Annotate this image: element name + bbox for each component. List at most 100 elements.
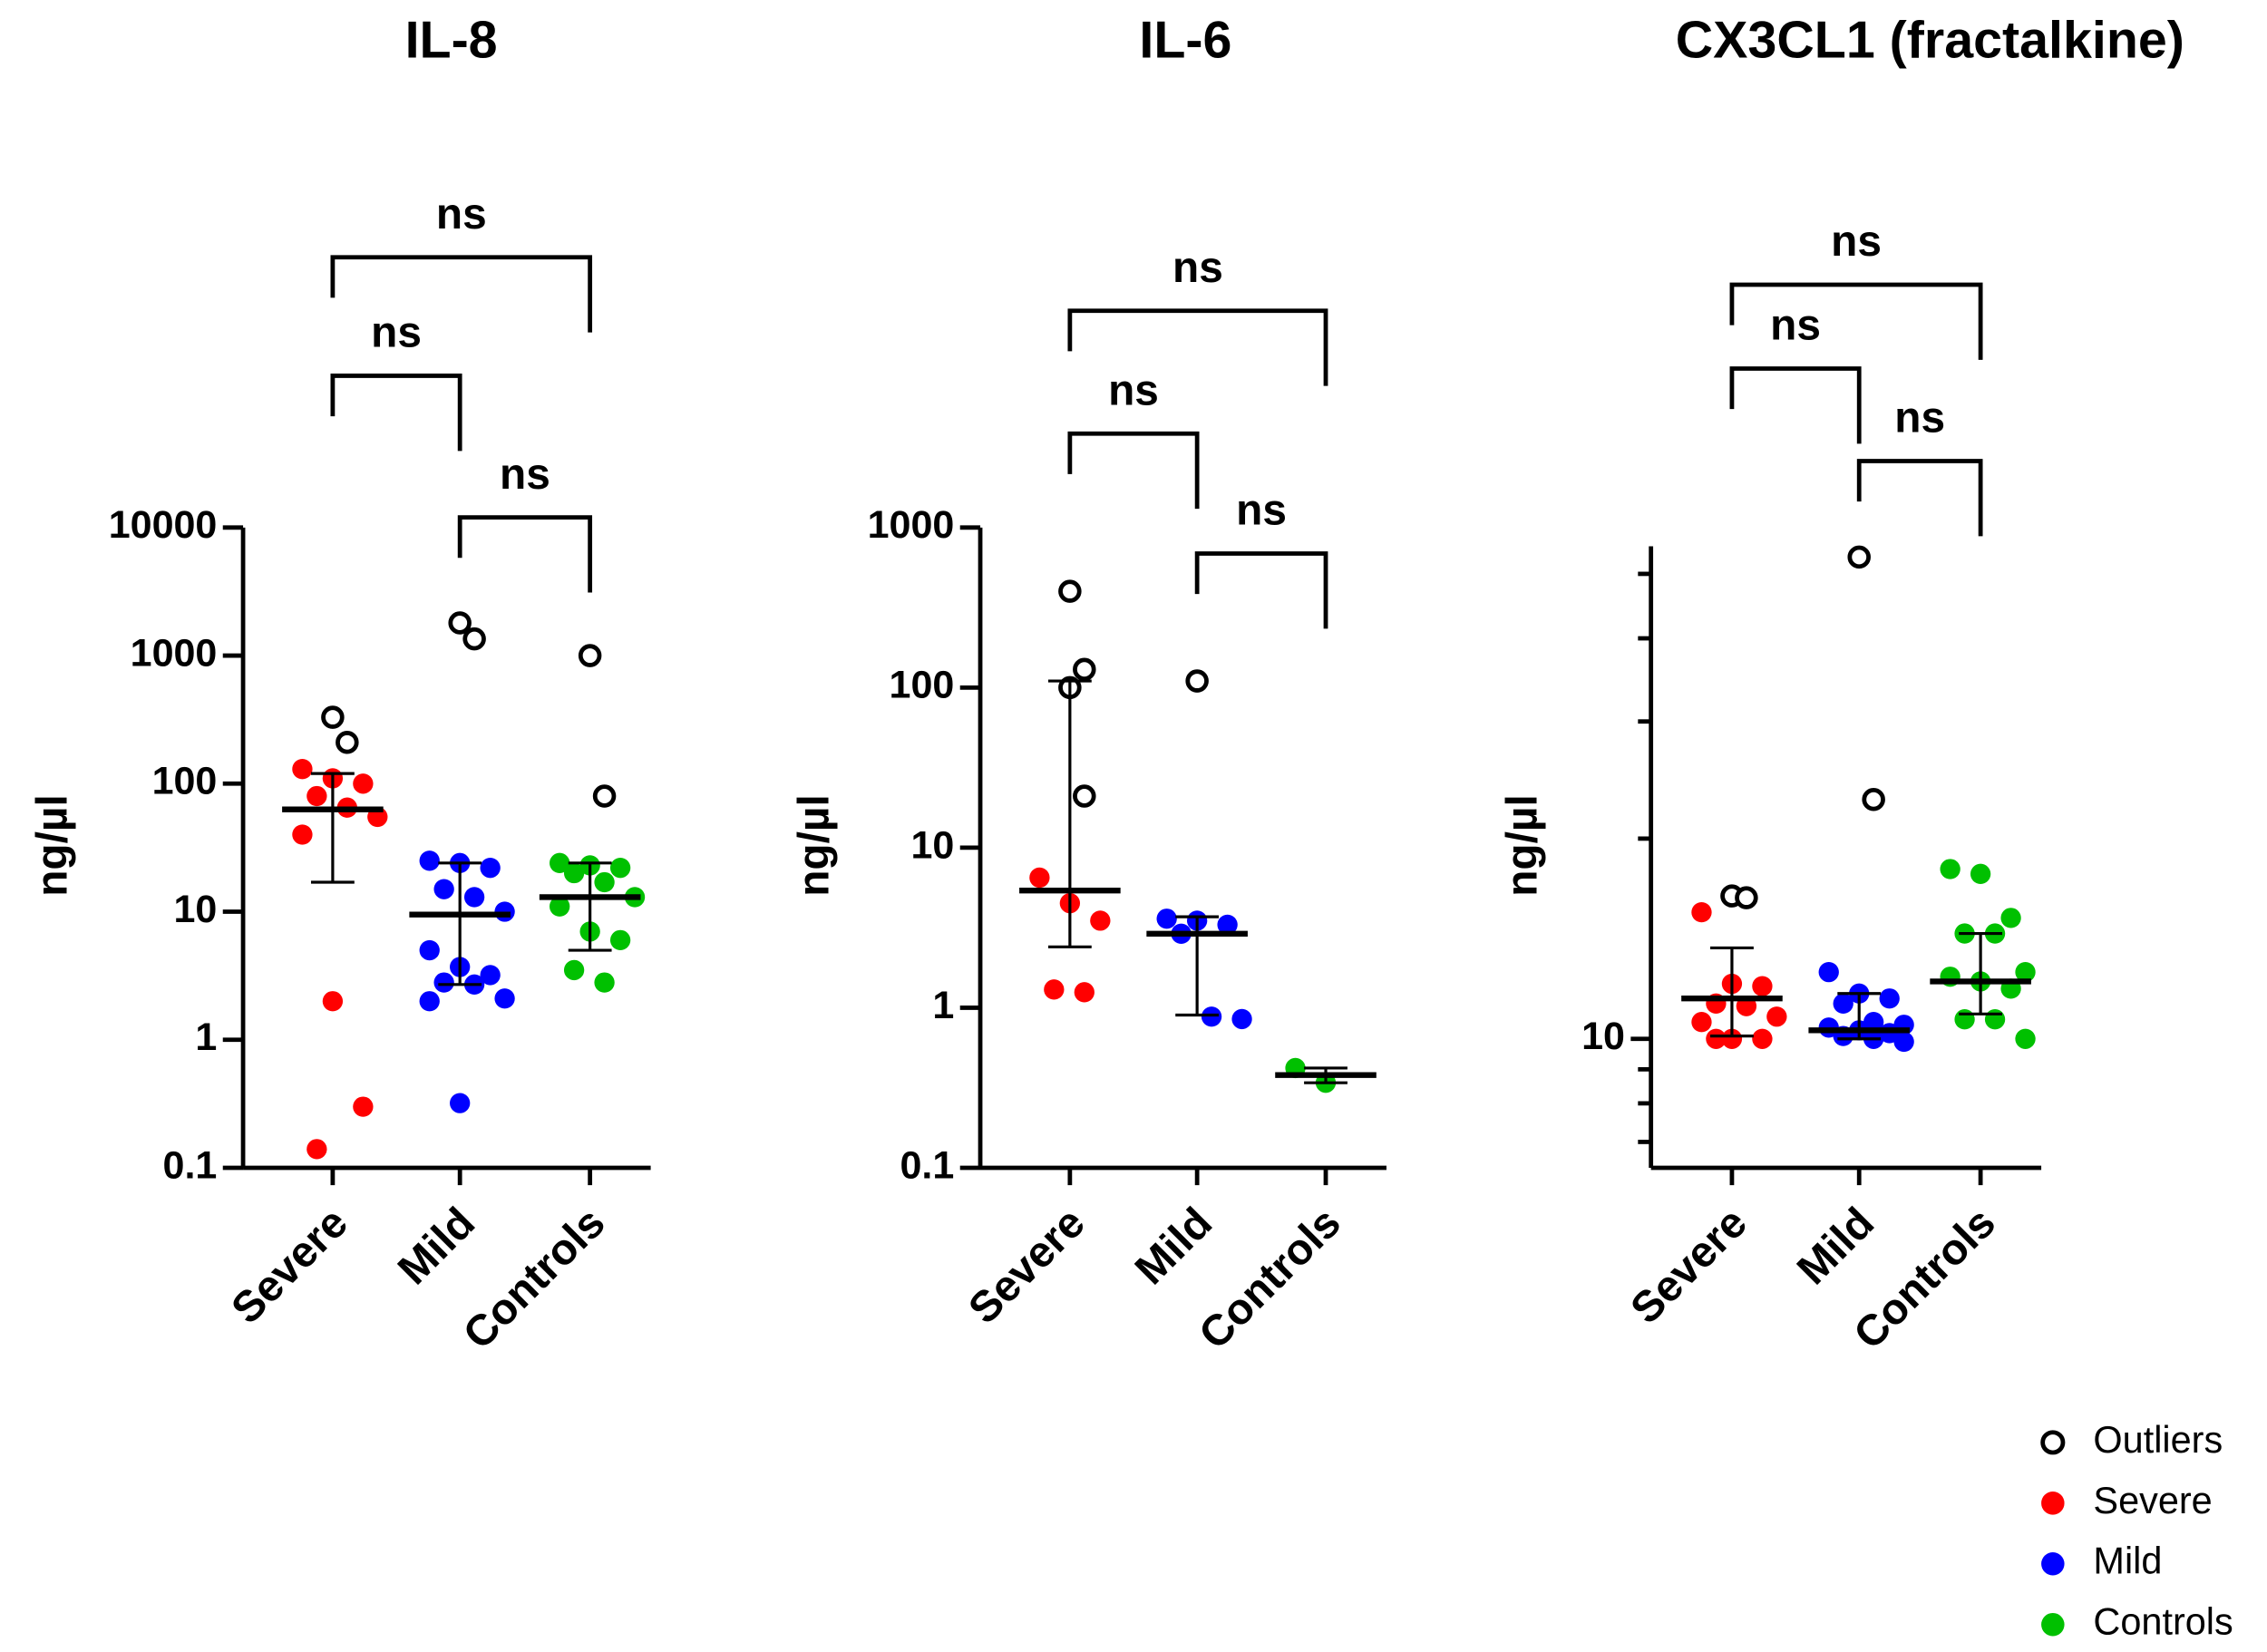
data-point	[433, 879, 454, 899]
data-point	[1721, 1028, 1743, 1049]
data-point	[419, 991, 440, 1012]
y-tick-label: 1	[195, 1015, 217, 1059]
outlier-point	[1862, 788, 1885, 811]
x-tick-label: Severe	[1621, 1199, 1756, 1333]
data-point	[563, 862, 585, 884]
data-point	[494, 988, 515, 1009]
significance-label: ns	[1236, 487, 1287, 535]
significance-bracket	[1067, 308, 1328, 386]
data-point	[306, 785, 327, 807]
data-point	[480, 858, 501, 879]
data-point	[1818, 961, 1839, 983]
significance-label: ns	[1172, 244, 1223, 292]
y-axis-label: ng/µl	[791, 794, 839, 897]
y-axis-label: ng/µl	[1499, 794, 1547, 897]
significance-label: ns	[1894, 394, 1945, 442]
data-point	[550, 896, 570, 917]
legend-label: Severe	[2093, 1479, 2212, 1521]
outlier-point	[1073, 657, 1096, 682]
data-point	[450, 1093, 471, 1113]
outlier-point	[1073, 784, 1096, 808]
y-tick-label: 0.1	[163, 1143, 218, 1187]
significance-label: ns	[436, 190, 487, 238]
data-point	[306, 1139, 327, 1160]
significance-label: ns	[1770, 302, 1821, 350]
data-point	[1752, 1028, 1773, 1049]
significance-bracket	[457, 515, 593, 593]
y-tick-label: 1	[932, 984, 954, 1027]
data-point	[419, 939, 440, 961]
data-point	[1706, 1028, 1727, 1049]
data-point	[1833, 993, 1853, 1014]
data-point	[1231, 1008, 1252, 1030]
data-point	[2015, 1028, 2036, 1049]
outlier-point	[1847, 545, 1871, 569]
data-point	[1201, 1006, 1222, 1027]
x-tick-label: Mild	[1788, 1199, 1883, 1294]
significance-bracket	[1729, 366, 1862, 444]
legend-marker	[2041, 1552, 2065, 1576]
outlier-point	[336, 731, 359, 754]
y-tick-label: 10	[910, 823, 954, 867]
data-point	[322, 991, 344, 1012]
significance-label: ns	[1831, 218, 1882, 266]
y-tick-label: 10	[174, 888, 218, 931]
data-point	[1044, 979, 1065, 1000]
significance-bracket	[1729, 282, 1983, 360]
data-point	[1217, 914, 1238, 936]
y-tick-label: 100	[152, 760, 218, 803]
significance-bracket	[1856, 459, 1983, 537]
data-point	[594, 972, 615, 993]
legend-marker	[2041, 1612, 2065, 1637]
significance-bracket	[330, 374, 462, 452]
data-point	[1893, 1031, 1914, 1053]
x-tick-label: Severe	[959, 1199, 1094, 1333]
outlier-point	[1058, 579, 1082, 603]
significance-bracket	[1194, 551, 1328, 629]
data-point	[609, 858, 631, 879]
data-point	[419, 850, 440, 871]
y-tick-label: 100	[890, 664, 955, 707]
legend-label: Controls	[2093, 1600, 2233, 1643]
data-point	[1752, 976, 1773, 996]
data-point	[1074, 982, 1095, 1003]
outlier-point	[448, 611, 472, 635]
data-point	[1156, 909, 1177, 929]
data-point	[292, 824, 313, 845]
x-tick-label: Controls	[1190, 1199, 1349, 1358]
legend-label: Outliers	[2093, 1418, 2223, 1461]
data-point	[463, 887, 485, 908]
data-point	[2000, 908, 2021, 928]
outlier-point	[462, 627, 486, 651]
outlier-point	[1735, 886, 1758, 909]
x-tick-label: Controls	[454, 1199, 614, 1358]
outlier-point	[321, 705, 345, 729]
data-point	[1940, 859, 1961, 879]
data-point	[1970, 863, 1991, 884]
data-point	[594, 871, 615, 893]
data-point	[1691, 901, 1712, 923]
chart-title: IL-8	[405, 12, 498, 70]
y-axis-label: ng/µl	[28, 794, 76, 897]
y-tick-label: 10	[1581, 1015, 1625, 1058]
legend-marker	[2041, 1492, 2065, 1515]
data-point	[550, 852, 570, 873]
data-point	[609, 929, 631, 951]
data-point	[480, 965, 501, 986]
data-point	[292, 759, 313, 780]
data-point	[1090, 910, 1111, 931]
x-tick-label: Severe	[222, 1199, 356, 1333]
data-point	[1691, 1012, 1712, 1033]
data-point	[1954, 1009, 1975, 1030]
y-tick-label: 1000	[131, 631, 218, 675]
data-point	[2015, 961, 2036, 983]
data-point	[1029, 867, 1050, 889]
data-point	[1879, 988, 1900, 1009]
data-point	[353, 773, 374, 794]
significance-label: ns	[371, 309, 422, 357]
y-tick-label: 1000	[868, 503, 955, 547]
legend-label: Mild	[2093, 1540, 2162, 1582]
significance-label: ns	[500, 451, 550, 499]
